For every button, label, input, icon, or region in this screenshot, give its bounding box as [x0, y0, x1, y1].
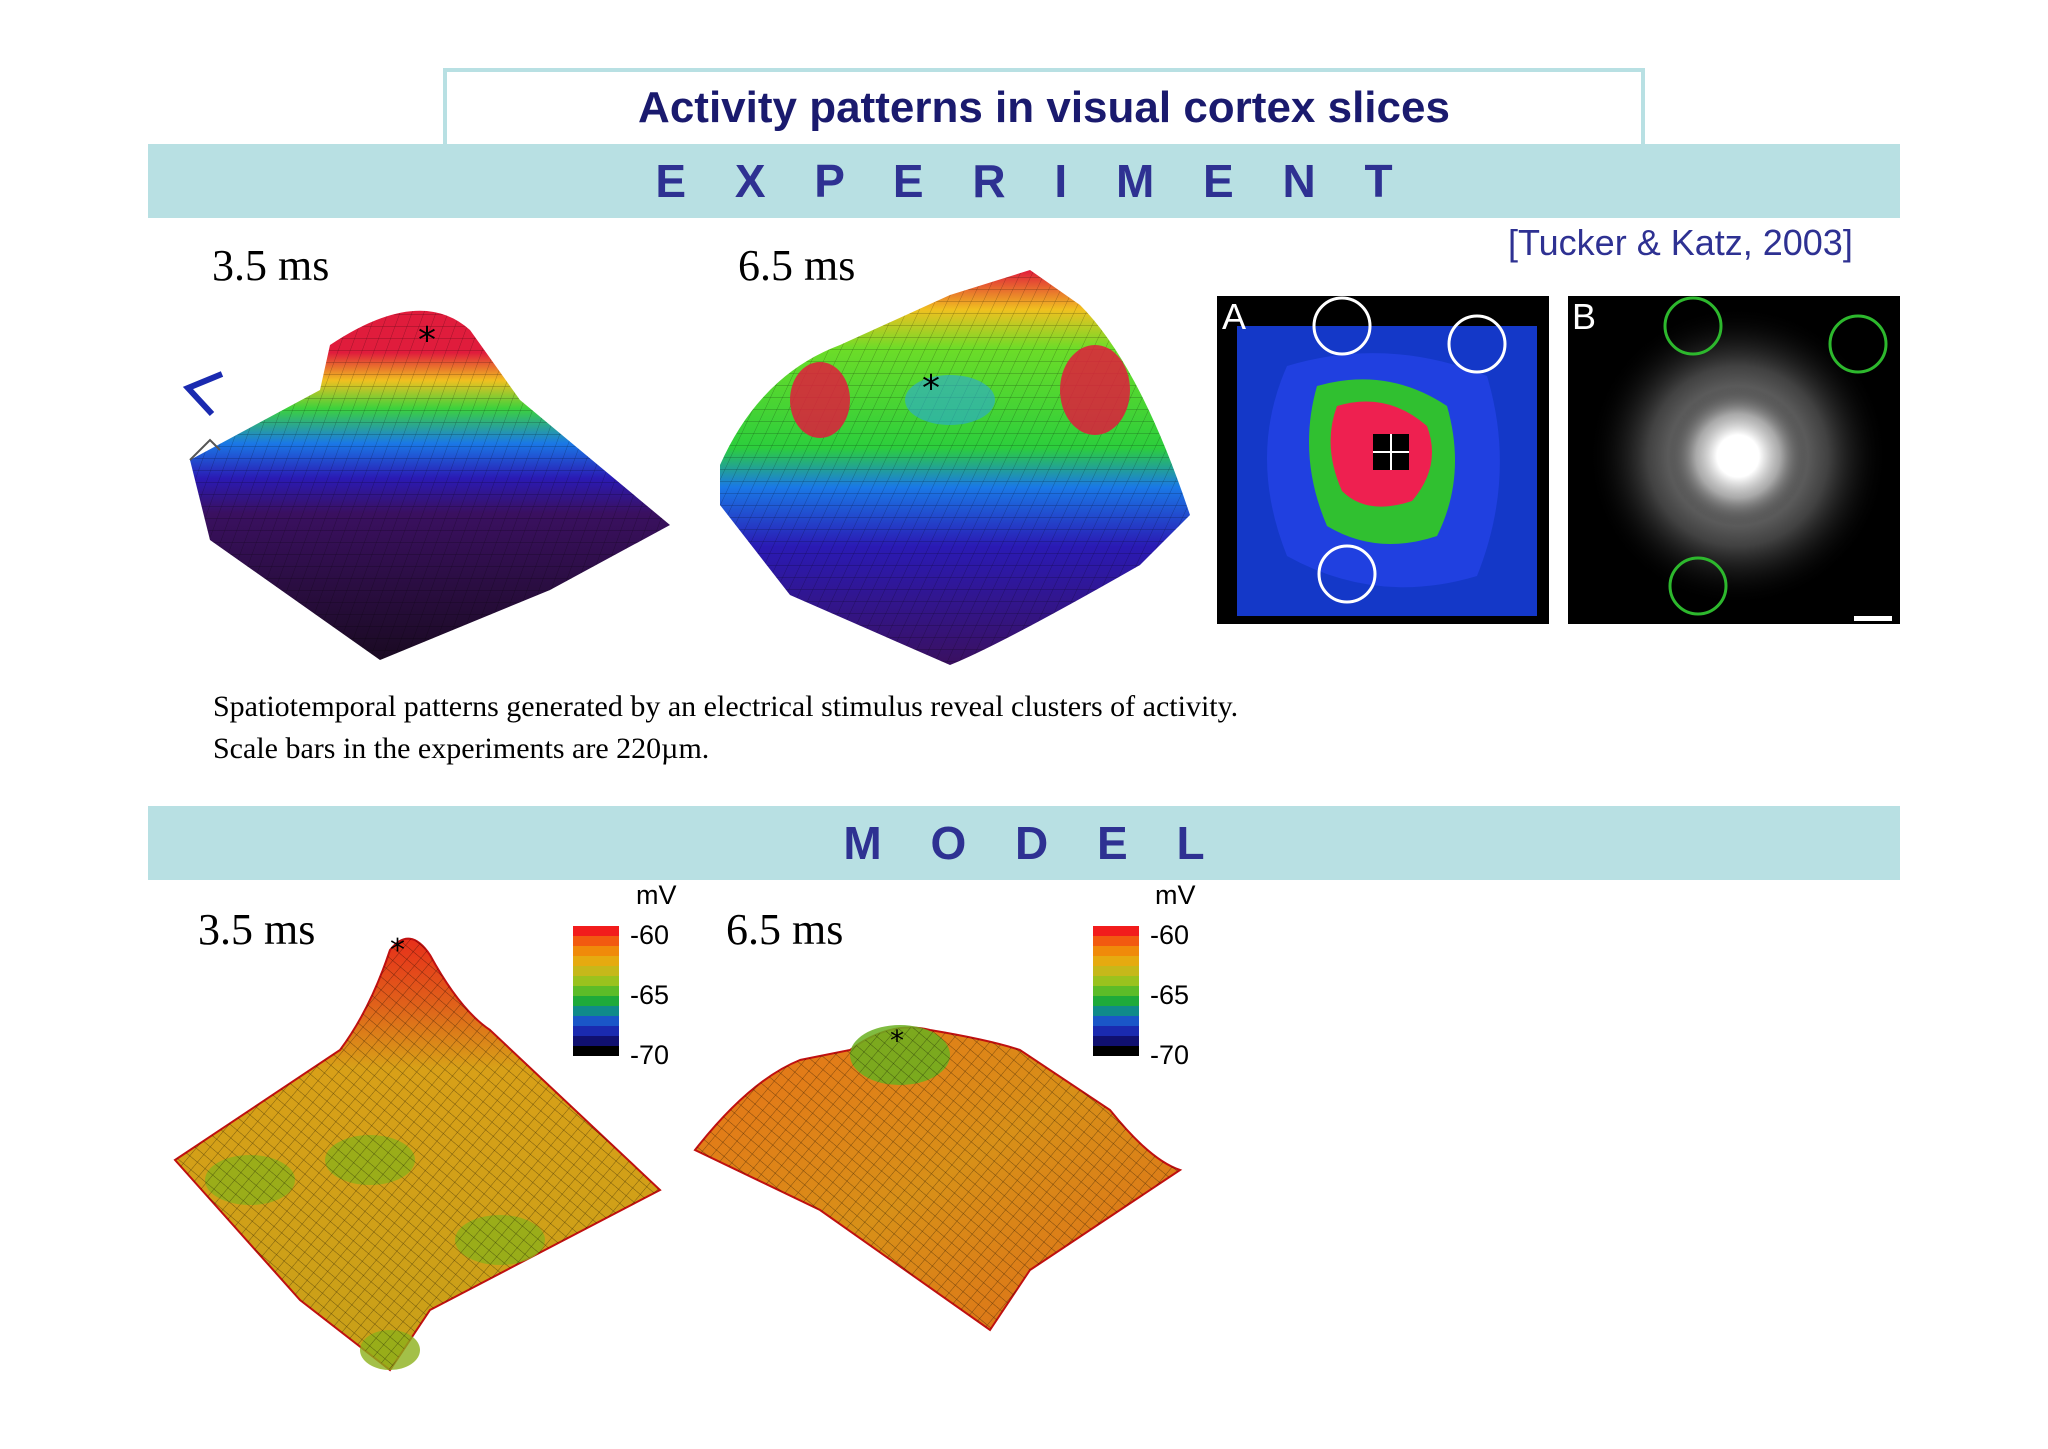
colorbar-segment	[573, 996, 619, 1006]
colorbar-segment	[1093, 1016, 1139, 1026]
panel-b-letter: B	[1572, 296, 1597, 337]
colorbar-1-tick-70: -70	[630, 1040, 670, 1070]
caption-line-2: Scale bars in the experiments are 220µm.	[213, 732, 710, 765]
svg-text:*: *	[922, 368, 940, 409]
experiment-surface-3-5ms: *	[189, 310, 670, 660]
colorbar-1-tick-65: -65	[630, 980, 670, 1010]
experiment-heading: E X P E R I M E N T	[655, 155, 1411, 207]
colorbar-segment	[573, 1006, 619, 1016]
model-time-label-2: 6.5 ms	[726, 905, 844, 954]
colorbar-segment	[573, 956, 619, 966]
experiment-caption: Spatiotemporal patterns generated by an …	[213, 686, 1238, 770]
panel-a-letter: A	[1222, 296, 1247, 337]
colorbar-segment	[1093, 956, 1139, 966]
colorbar-1-tick-60: -60	[630, 920, 670, 950]
model-heading: M O D E L	[843, 817, 1223, 869]
colorbar-2-tick-65: -65	[1150, 980, 1190, 1010]
caption-line-1: Spatiotemporal patterns generated by an …	[213, 690, 1239, 723]
svg-text:*: *	[418, 320, 436, 361]
colorbar-segment	[573, 966, 619, 976]
colorbar-segment	[1093, 1046, 1139, 1056]
colorbar-segment	[573, 1026, 619, 1036]
experiment-surface-6-5ms: *	[720, 270, 1190, 665]
colorbar-2-unit: mV	[1155, 880, 1196, 910]
colorbar-segment	[573, 1036, 619, 1046]
page-title: Activity patterns in visual cortex slice…	[638, 83, 1450, 132]
colorbar-2-tick-70: -70	[1150, 1040, 1190, 1070]
colorbar-segment	[1093, 1036, 1139, 1046]
colorbar-segment	[573, 1046, 619, 1056]
colorbar-segment	[1093, 966, 1139, 976]
colorbar-segment	[1093, 946, 1139, 956]
svg-text:*: *	[390, 933, 405, 968]
panel-b-image	[1568, 296, 1900, 624]
exp-time-label-1: 3.5 ms	[212, 241, 330, 290]
model-surface-3-5ms: *	[173, 933, 662, 1372]
colorbar-segment	[1093, 976, 1139, 986]
panel-a-image	[1217, 296, 1549, 624]
colorbar-segment	[1093, 986, 1139, 996]
experiment-band: E X P E R I M E N T	[148, 144, 1900, 218]
corner-marker-icon	[182, 371, 224, 417]
colorbar-segment	[573, 976, 619, 986]
colorbar-segment	[573, 986, 619, 996]
colorbar-segment	[1093, 926, 1139, 936]
colorbar-segment	[573, 1016, 619, 1026]
colorbar-segment	[1093, 1026, 1139, 1036]
colorbar-segment	[1093, 996, 1139, 1006]
model-surface-6-5ms: *	[693, 1024, 1183, 1332]
exp-time-label-2: 6.5 ms	[738, 241, 856, 290]
colorbar-segment	[1093, 1006, 1139, 1016]
colorbar-2-tick-60: -60	[1150, 920, 1190, 950]
citation: [Tucker & Katz, 2003]	[1508, 222, 1853, 263]
model-band: M O D E L	[148, 806, 1900, 880]
colorbar-segment	[573, 936, 619, 946]
title-box: Activity patterns in visual cortex slice…	[443, 68, 1645, 144]
svg-text:*: *	[890, 1024, 904, 1057]
colorbar-segment	[1093, 936, 1139, 946]
colorbar-1-unit: mV	[636, 880, 677, 910]
model-time-label-1: 3.5 ms	[198, 905, 316, 954]
colorbar-2	[1093, 926, 1139, 1056]
colorbar-1	[573, 926, 619, 1056]
colorbar-segment	[573, 946, 619, 956]
colorbar-segment	[573, 926, 619, 936]
